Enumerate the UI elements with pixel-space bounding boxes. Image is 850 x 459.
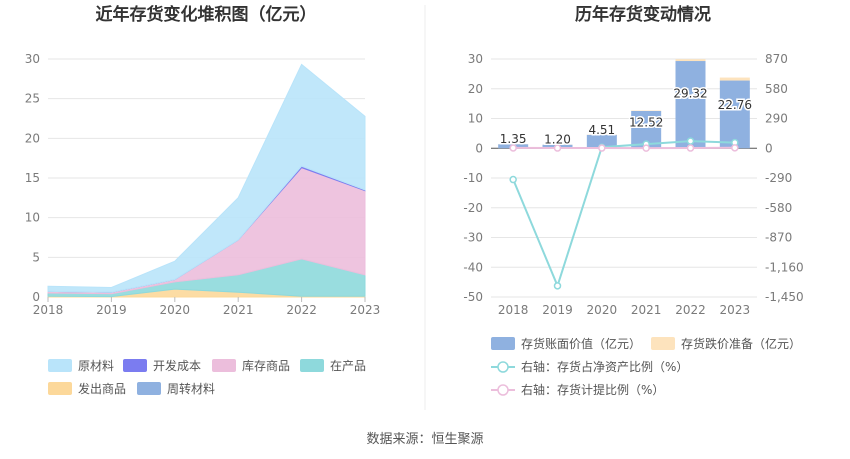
right-x-ticks: 2018 2019 2020 2021 2022 2023 bbox=[498, 303, 750, 317]
bar-book-value bbox=[675, 61, 706, 149]
right-right-y-tick-label: -290 bbox=[765, 171, 792, 185]
right-left-y-ticks: -50 -40 -30 -20 -10 0 10 20 30 bbox=[463, 52, 483, 304]
legend-label-line-1: 右轴：存货计提比例（%） bbox=[521, 382, 664, 397]
right-x-tick-label: 2023 bbox=[720, 303, 751, 317]
right-lines bbox=[509, 137, 739, 290]
area-5 bbox=[47, 63, 366, 293]
bar-data-label: 1.35 bbox=[500, 132, 527, 146]
left-y-tick-label: 0 bbox=[32, 290, 40, 304]
left-y-tick-label: 5 bbox=[32, 250, 40, 264]
right-right-y-tick-label: 290 bbox=[765, 112, 788, 126]
right-left-y-tick-label: -10 bbox=[463, 171, 483, 185]
bar-data-label: 1.20 bbox=[544, 133, 571, 147]
left-x-tick-label: 2020 bbox=[160, 303, 191, 317]
right-legend: 存货账面价值（亿元） 存货跌价准备（亿元） 右轴：存货占净资产比例（%） 右轴：存货计… bbox=[491, 336, 801, 397]
right-right-y-tick-label: -1,450 bbox=[765, 290, 804, 304]
legend-label-3: 在产品 bbox=[330, 359, 366, 373]
legend-label-1: 开发成本 bbox=[153, 358, 201, 373]
left-x-ticks: 2018 2019 2020 2021 2022 2023 bbox=[33, 297, 381, 317]
right-x-tick-label: 2020 bbox=[587, 303, 618, 317]
legend-label-bar-1: 存货跌价准备（亿元） bbox=[681, 336, 801, 351]
legend-marker-0 bbox=[497, 361, 509, 373]
legend-swatch-4 bbox=[48, 382, 72, 395]
left-x-tick-label: 2019 bbox=[96, 303, 127, 317]
right-x-tick-label: 2018 bbox=[498, 303, 529, 317]
right-right-y-tick-label: -1,160 bbox=[765, 260, 804, 274]
legend-swatch-1 bbox=[123, 359, 147, 372]
legend-swatch-5 bbox=[137, 382, 161, 395]
line-point-0 bbox=[686, 137, 695, 145]
left-y-tick-label: 10 bbox=[25, 211, 40, 225]
left-y-ticks: 0 5 10 15 20 25 30 bbox=[25, 52, 40, 304]
line-point-1 bbox=[509, 144, 517, 152]
right-x-tick-label: 2019 bbox=[542, 303, 573, 317]
legend-label-5: 周转材料 bbox=[167, 381, 215, 396]
legend-swatch-3 bbox=[300, 359, 324, 372]
line-point-1 bbox=[686, 144, 695, 152]
right-left-y-tick-label: 10 bbox=[468, 112, 483, 126]
bar-data-label: 22.76 bbox=[718, 98, 752, 112]
left-x-tick-label: 2023 bbox=[350, 303, 381, 317]
right-x-tick-label: 2022 bbox=[675, 303, 706, 317]
right-left-y-tick-label: 0 bbox=[475, 141, 483, 155]
bar-data-label: 12.52 bbox=[629, 116, 663, 130]
right-right-y-tick-label: 0 bbox=[765, 141, 773, 155]
bar-impairment bbox=[675, 59, 706, 62]
right-x-tick-label: 2021 bbox=[631, 303, 662, 317]
right-right-y-tick-label: 580 bbox=[765, 82, 788, 96]
left-chart-title: 近年存货变化堆积图（亿元） bbox=[96, 4, 317, 25]
right-right-y-ticks: -1,450 -1,160 -870 -580 -290 0 290 580 870 bbox=[765, 52, 804, 304]
line-point-1 bbox=[642, 144, 650, 152]
right-left-y-tick-label: -30 bbox=[463, 231, 483, 245]
right-grid bbox=[491, 58, 757, 298]
right-right-y-tick-label: -870 bbox=[765, 231, 792, 245]
bar-book-value bbox=[719, 80, 750, 149]
right-right-y-tick-label: 870 bbox=[765, 52, 788, 66]
left-x-tick-label: 2022 bbox=[286, 303, 317, 317]
left-y-tick-label: 15 bbox=[25, 171, 40, 185]
bar-data-label: 4.51 bbox=[588, 123, 615, 137]
right-left-y-tick-label: 30 bbox=[468, 52, 483, 66]
legend-swatch-bar-0 bbox=[491, 337, 515, 350]
right-left-y-tick-label: -50 bbox=[463, 290, 483, 304]
right-right-y-tick-label: -580 bbox=[765, 201, 792, 215]
left-y-tick-label: 20 bbox=[25, 131, 40, 145]
line-point-1 bbox=[598, 144, 606, 152]
source-note: 数据来源：恒生聚源 bbox=[366, 432, 483, 447]
line-series-0 bbox=[512, 140, 735, 289]
bar-impairment bbox=[719, 77, 750, 81]
line-point-1 bbox=[553, 144, 562, 152]
bar-data-label: 29.32 bbox=[673, 87, 707, 101]
legend-label-line-0: 右轴：存货占净资产比例（%） bbox=[521, 359, 688, 374]
right-chart: 历年存货变动情况 1.35 1.20 4.51 12.52 29.32 22.76 -50… bbox=[463, 4, 803, 397]
legend-label-bar-0: 存货账面价值（亿元） bbox=[521, 336, 641, 351]
right-left-y-tick-label: -20 bbox=[463, 201, 483, 215]
legend-label-4: 发出商品 bbox=[78, 381, 126, 396]
right-left-y-tick-label: -40 bbox=[463, 260, 483, 274]
line-point-0 bbox=[509, 175, 517, 184]
right-data-labels: 1.35 1.20 4.51 12.52 29.32 22.76 bbox=[498, 85, 753, 148]
legend-swatch-0 bbox=[48, 359, 72, 372]
bar-book-value bbox=[586, 134, 617, 149]
left-y-tick-label: 30 bbox=[25, 52, 40, 66]
left-x-tick-label: 2018 bbox=[33, 303, 64, 317]
left-y-tick-label: 25 bbox=[25, 92, 40, 106]
legend-marker-1 bbox=[497, 384, 509, 396]
legend-label-2: 库存商品 bbox=[242, 358, 290, 373]
legend-swatch-2 bbox=[212, 359, 236, 372]
right-bars bbox=[498, 59, 750, 149]
line-point-1 bbox=[731, 144, 739, 152]
legend-swatch-bar-1 bbox=[651, 337, 675, 350]
left-x-tick-label: 2021 bbox=[223, 303, 254, 317]
line-point-0 bbox=[553, 282, 562, 290]
right-left-y-tick-label: 20 bbox=[468, 82, 483, 96]
left-areas bbox=[47, 63, 366, 298]
right-chart-title: 历年存货变动情况 bbox=[575, 4, 711, 25]
legend-label-0: 原材料 bbox=[78, 359, 114, 373]
